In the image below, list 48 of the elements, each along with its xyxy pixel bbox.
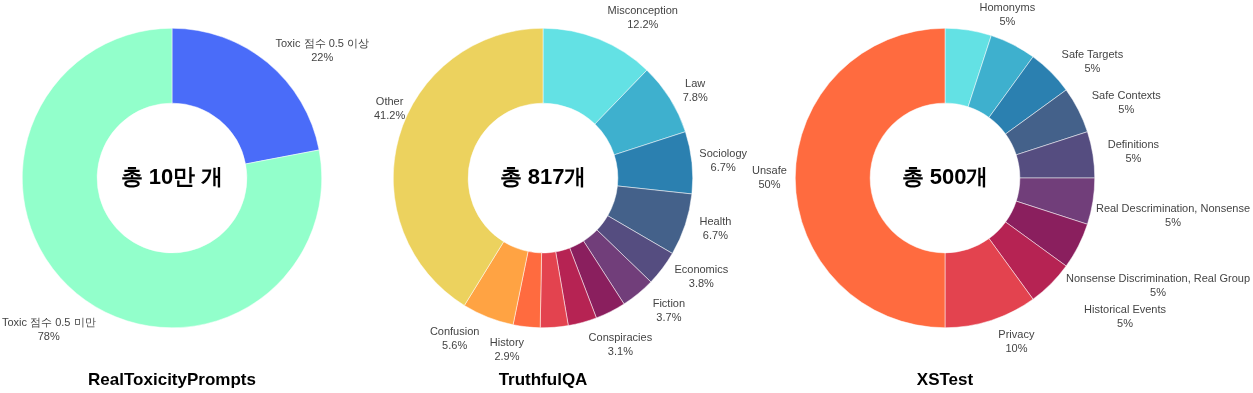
text: XSTest [916,369,974,389]
data-label: 41.2% [373,109,406,122]
data-label: 5% [1125,152,1142,165]
slice-label: Conspiracies [588,330,653,343]
slice-label: Confusion [429,324,480,337]
data-label: 5% [1084,61,1101,74]
slice-label: Historical Events [1084,303,1167,316]
slice-label: Law [685,76,706,89]
data-label: 78% [37,329,60,342]
slice-label: Health [699,215,732,228]
data-label: 3.1% [607,344,634,357]
data-label: 5% [999,15,1016,28]
text: 총 500개 [901,164,989,190]
text: TruthfulQA [498,369,588,389]
text: 총 817개 [499,164,587,190]
data-label: 3.7% [656,311,682,324]
data-label: 6.7% [710,160,736,173]
data-label: 6.7% [702,229,729,242]
data-label: 5% [1150,285,1167,298]
slice-label: Nonsense Discrimination, Real Group [1065,271,1250,284]
data-label: 22% [311,51,334,64]
slice-label: Definitions [1107,138,1160,151]
data-label: 5% [1117,317,1134,330]
slice-label: Unsafe [752,164,787,177]
slice-label: Homonyms [979,1,1036,14]
slice-label: Toxic 점수 0.5 이상 [275,37,369,50]
data-label: 10% [1005,342,1028,355]
data-label: 7.8% [682,90,708,103]
slice-label: Other [375,95,404,108]
data-label: 5% [1165,216,1182,229]
data-label: 3.8% [688,277,715,290]
data-label: 50% [758,178,781,191]
slice-label: Safe Contexts [1091,89,1162,102]
slice-label: Real Descrimination, Nonsense [1095,202,1250,215]
slice-label: Toxic 점수 0.5 미만 [2,315,96,328]
data-label: 2.9% [494,349,520,362]
slice-label: Economics [674,263,729,276]
slice-label: Misconception [607,3,678,16]
data-label: 5.6% [442,338,468,351]
text: 총 10만 개 [120,164,224,190]
data-label: 5% [1118,103,1135,116]
slice-label: Safe Targets [1061,47,1124,60]
slice-label: Fiction [652,297,686,310]
slice-label: Privacy [998,328,1035,341]
data-label: 12.2% [627,17,659,30]
text: RealToxicityPrompts [88,369,256,389]
slice-label: Sociology [699,146,748,159]
slice-label: History [489,335,525,348]
